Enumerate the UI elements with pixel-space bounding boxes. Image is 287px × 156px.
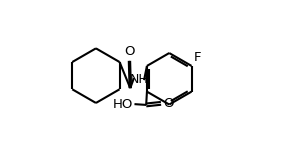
Text: NH: NH: [130, 73, 149, 86]
Text: F: F: [194, 51, 201, 64]
Text: HO: HO: [113, 98, 133, 111]
Text: O: O: [124, 45, 135, 58]
Text: O: O: [163, 97, 173, 110]
